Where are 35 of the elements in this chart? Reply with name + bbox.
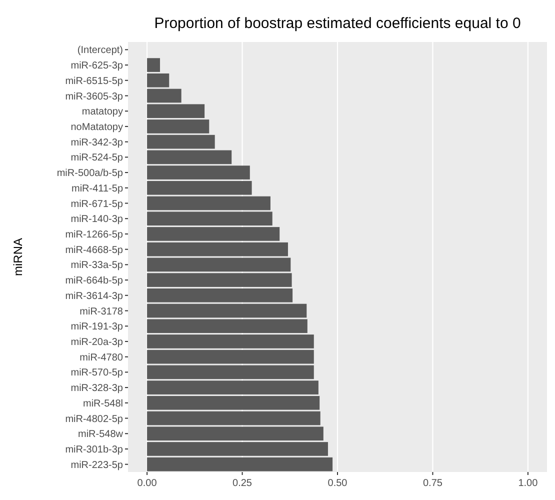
y-tick-label: miR-570-5p xyxy=(70,368,124,379)
y-axis-title: miRNA xyxy=(11,238,25,276)
y-tick-label: matatopy xyxy=(82,106,123,118)
x-tick-label: 0.50 xyxy=(328,478,348,489)
y-tick-label: miR-625-3p xyxy=(70,60,124,72)
y-tick-label: miR-1266-5p xyxy=(65,229,124,240)
y-tick-label: miR-4780 xyxy=(80,352,124,364)
x-tick-label: 0.75 xyxy=(422,478,443,489)
y-tick-label: miR-3605-3p xyxy=(65,91,124,102)
y-tick-label: miR-6515-5p xyxy=(65,76,124,87)
y-tick-label: miR-342-3p xyxy=(70,137,124,148)
y-tick-label: miR-20a-3p xyxy=(70,336,124,348)
y-tick-label: noMatatopy xyxy=(70,122,123,133)
y-tick-label: miR-301b-3p xyxy=(65,444,124,456)
y-tick-label: miR-4668-5p xyxy=(65,244,124,256)
y-tick-label: miR-223-5p xyxy=(70,460,124,471)
x-tick-label: 0.00 xyxy=(137,478,158,489)
y-tick-label: miR-328-3p xyxy=(70,383,124,394)
y-tick-label: miR-3614-3p xyxy=(65,290,124,302)
y-tick-label: (Intercept) xyxy=(77,45,123,56)
y-tick-label: miR-4802-5p xyxy=(65,414,124,425)
y-tick-label: miR-3178 xyxy=(80,306,124,318)
y-tick-label: miR-500a/b-5p xyxy=(56,168,124,180)
y-tick-label: miR-33a-5p xyxy=(70,260,124,272)
y-tick-label: miR-191-3p xyxy=(70,322,124,333)
y-tick-label: miR-140-3p xyxy=(70,214,124,226)
y-tick-label: miR-671-5p xyxy=(70,198,124,210)
y-tick-label: miR-664b-5p xyxy=(65,276,124,287)
y-tick-label: miR-548w xyxy=(78,429,124,440)
y-tick-label: miR-524-5p xyxy=(70,152,124,164)
x-tick-label: 1.00 xyxy=(518,478,538,489)
chart-title: Proportion of boostrap estimated coefficients equal to 0 xyxy=(154,15,521,32)
y-tick-label: miR-548l xyxy=(82,398,123,410)
x-tick-label: 0.25 xyxy=(232,478,252,489)
y-tick-label: miR-411-5p xyxy=(72,183,124,194)
